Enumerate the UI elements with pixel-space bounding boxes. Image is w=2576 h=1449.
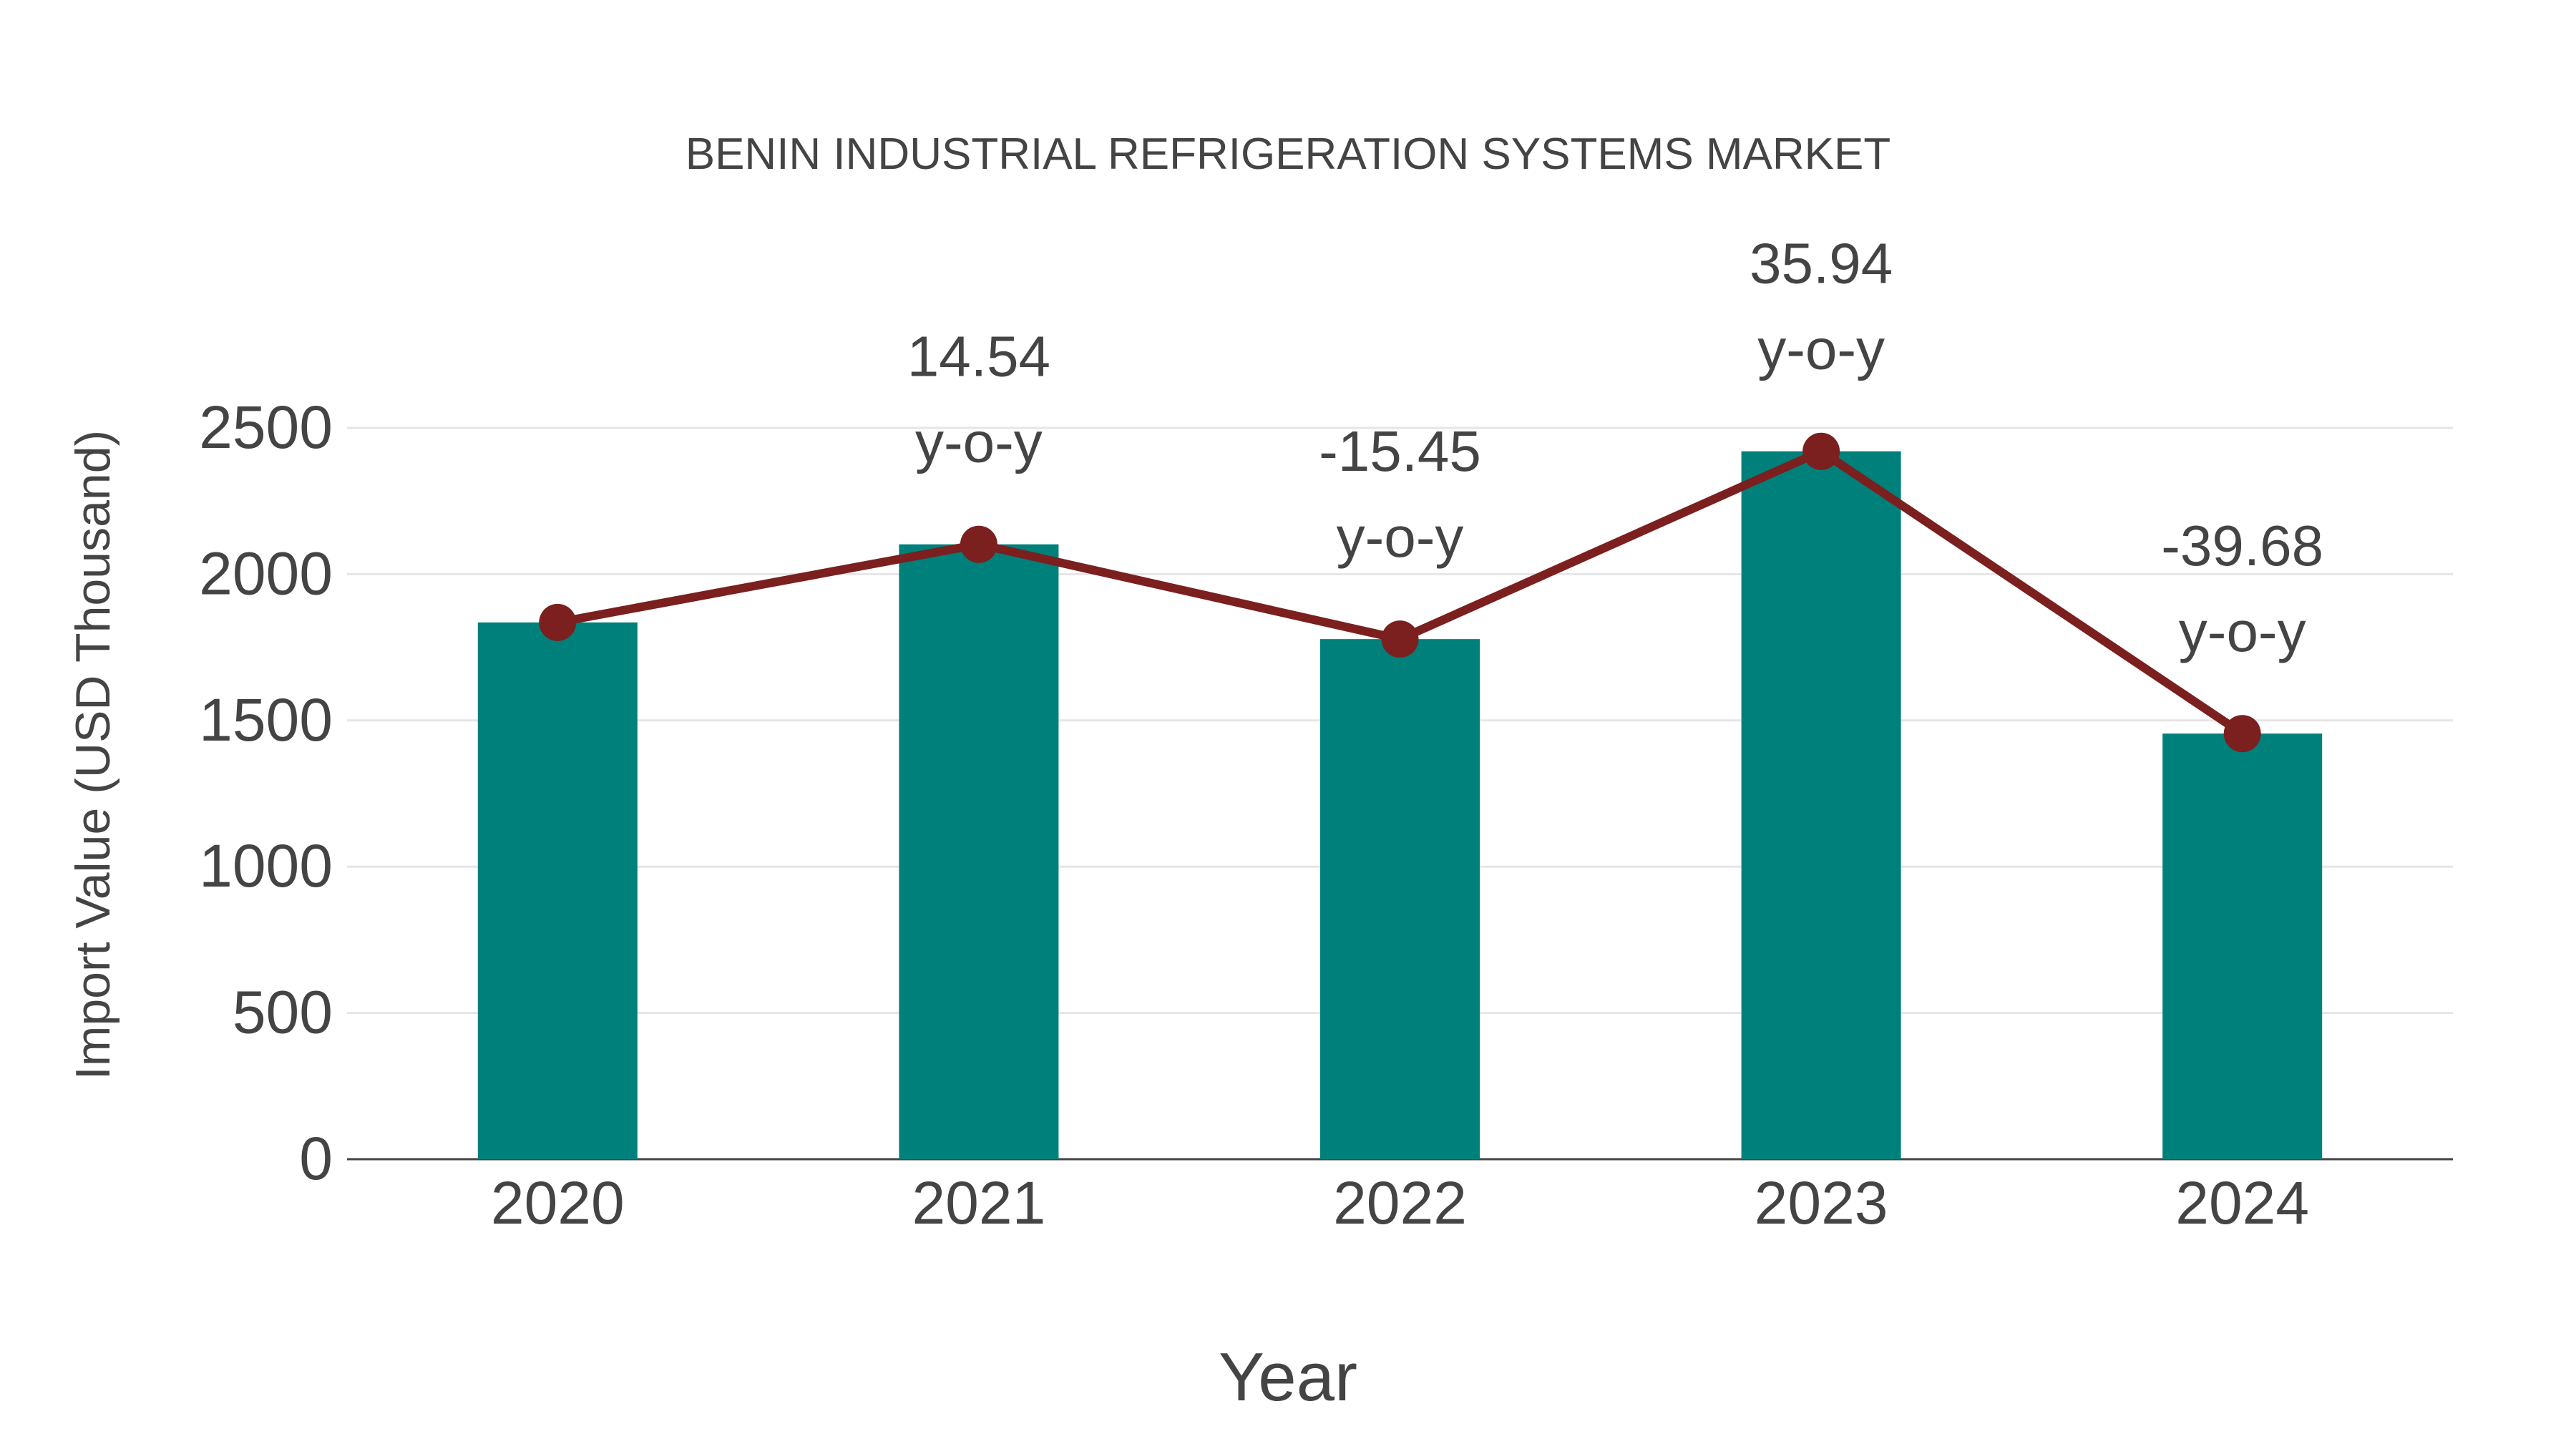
yoy-annotations: 14.54 y-o-y -15.45 y-o-y 35.94 y-o-y -39.68 y-o… <box>907 232 2323 663</box>
x-tick-label: 2020 <box>491 1169 625 1236</box>
x-tick-label: 2024 <box>2175 1169 2309 1236</box>
bar <box>899 544 1059 1159</box>
y-tick-label: 500 <box>233 979 333 1046</box>
y-tick-label: 0 <box>299 1125 333 1192</box>
line-marker <box>1802 432 1840 470</box>
y-axis-ticks: 0 500 1000 1500 2000 2500 <box>199 394 333 1192</box>
y-tick-label: 1000 <box>199 832 333 899</box>
bar <box>2162 733 2323 1159</box>
yoy-suffix: y-o-y <box>2179 600 2306 663</box>
line-marker <box>1381 620 1419 658</box>
bar <box>1741 451 1901 1159</box>
y-tick-label: 1500 <box>199 686 333 753</box>
x-tick-label: 2022 <box>1333 1169 1467 1236</box>
line-series <box>539 432 2261 753</box>
y-tick-label: 2000 <box>199 540 333 607</box>
yoy-value: -15.45 <box>1319 419 1481 483</box>
yoy-value: -39.68 <box>2161 514 2323 577</box>
bar <box>477 622 638 1159</box>
x-tick-label: 2023 <box>1755 1169 1888 1236</box>
x-axis-ticks: 2020 2021 2022 2023 2024 <box>491 1169 2309 1236</box>
yoy-suffix: y-o-y <box>1337 505 1464 569</box>
y-tick-label: 2500 <box>199 394 333 461</box>
bar-series <box>477 451 2323 1159</box>
yoy-value: 35.94 <box>1750 232 1893 296</box>
chart-title: BENIN INDUSTRIAL REFRIGERATION SYSTEMS M… <box>685 130 1891 179</box>
x-axis-label: Year <box>1219 1339 1357 1415</box>
yoy-suffix: y-o-y <box>915 411 1043 474</box>
line-marker <box>2223 715 2261 753</box>
line-marker <box>539 603 577 641</box>
yoy-value: 14.54 <box>907 325 1050 389</box>
x-tick-label: 2021 <box>912 1169 1045 1236</box>
line-marker <box>960 525 997 563</box>
yoy-suffix: y-o-y <box>1757 318 1885 381</box>
bar <box>1320 639 1480 1159</box>
